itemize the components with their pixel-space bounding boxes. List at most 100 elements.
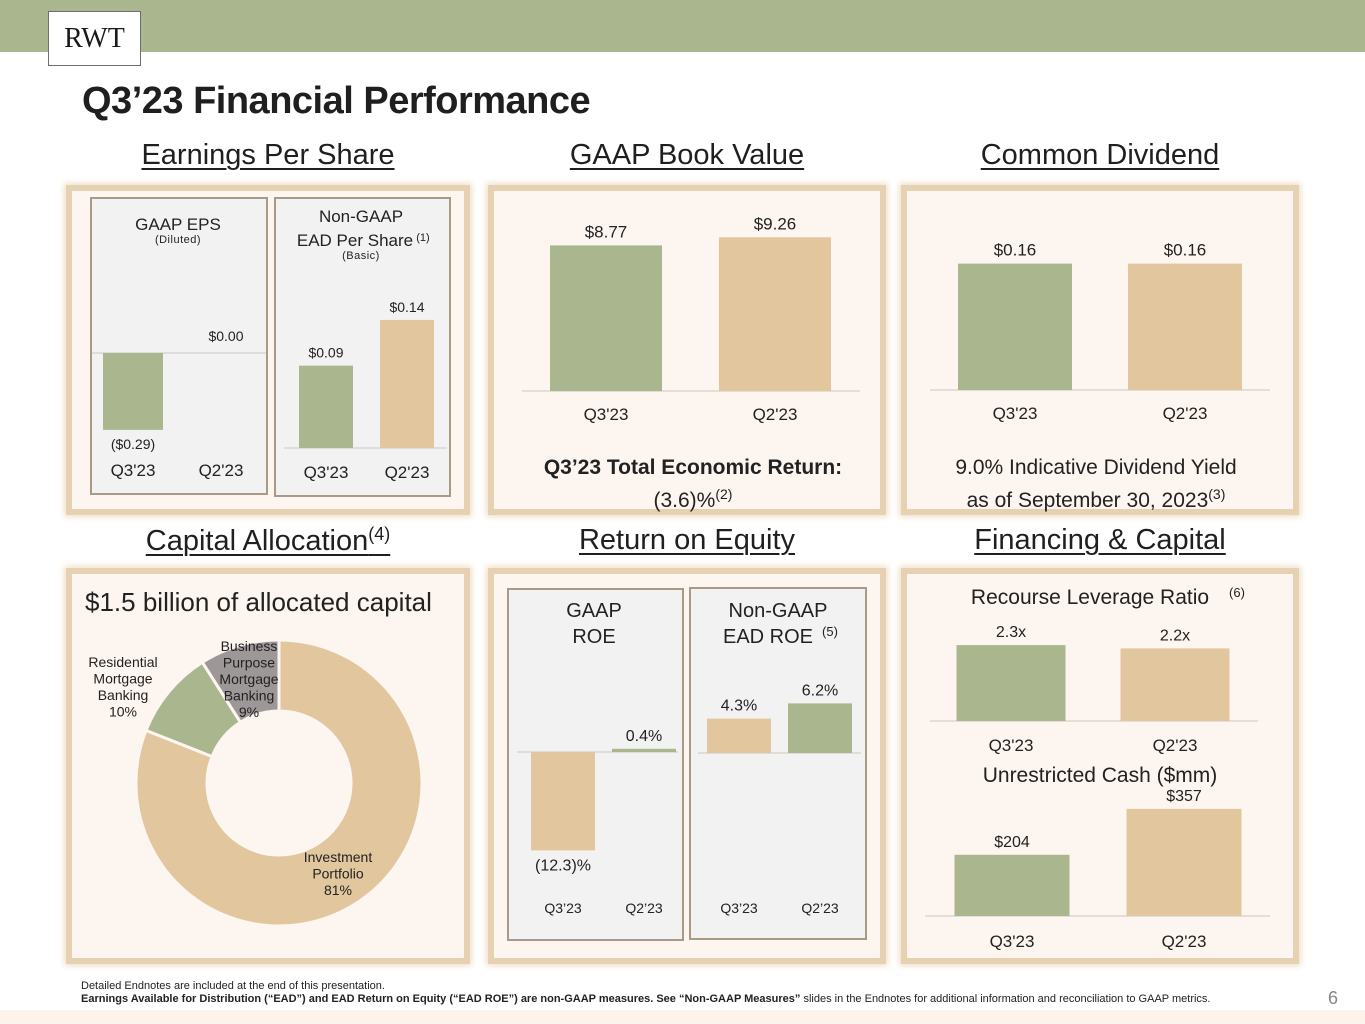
ead_roe-category-label-0: Q3’23: [720, 900, 758, 916]
page-number: 6: [1328, 988, 1339, 1008]
book_value-value-label-0: $8.77: [585, 222, 628, 241]
total-economic-return-caption: Q3’23 Total Economic Return: (3.6)%(2): [500, 454, 886, 514]
subpanel-ead-roe: [689, 587, 867, 940]
ter-note: (2): [715, 486, 733, 502]
dividend-yield-line1: 9.0% Indicative Dividend Yield: [955, 456, 1237, 479]
unrestricted_cash-category-label-0: Q3'23: [990, 932, 1035, 951]
ead_per_share-category-label-0: Q3'23: [304, 463, 349, 482]
recourse_leverage-category-label-0: Q3'23: [989, 736, 1034, 755]
donut-label-1-line-2: Banking: [98, 687, 149, 703]
ead_per_share-value-label-0: $0.09: [308, 345, 343, 361]
recourse_leverage-title-note: (6): [1229, 585, 1245, 600]
dividend-category-label-1: Q2'23: [1163, 404, 1208, 423]
ead_per_share-title-line2: EAD Per Share: [297, 231, 413, 250]
gaap_roe-category-label-1: Q2’23: [625, 900, 663, 916]
ead_per_share-title-note: (1): [416, 232, 429, 244]
gaap_eps-category-label-0: Q3'23: [111, 461, 156, 480]
recourse_leverage-value-label-0: 2.3x: [996, 624, 1026, 641]
unrestricted_cash-bar-0: [954, 854, 1070, 916]
dividend-yield-caption: 9.0% Indicative Dividend Yield as of Sep…: [901, 454, 1291, 514]
donut-label-2-line-1: Purpose: [223, 655, 275, 671]
recourse_leverage-category-label-1: Q2'23: [1153, 736, 1198, 755]
ter-value: (3.6)%: [653, 489, 716, 512]
unrestricted_cash-value-label-1: $357: [1166, 788, 1202, 805]
ead_roe-title-line1: Non-GAAP: [729, 600, 828, 622]
donut-label-0-line-2: 81%: [324, 882, 352, 898]
dividend-value-label-1: $0.16: [1164, 241, 1207, 260]
recourse_leverage-bar-1: [1120, 648, 1230, 721]
section-title-roe: Return on Equity: [578, 524, 795, 556]
gaap_eps-bar-0: [103, 353, 163, 430]
donut-label-1-line-3: 10%: [109, 704, 137, 720]
ead_per_share-subtitle: (Basic): [342, 250, 380, 262]
unrestricted_cash-value-label-0: $204: [994, 834, 1030, 851]
header-band: [0, 0, 1365, 52]
ead_per_share-category-label-1: Q2'23: [385, 463, 430, 482]
book_value-value-label-1: $9.26: [754, 214, 797, 233]
gaap_eps-subtitle: (Diluted): [155, 234, 201, 246]
section-title-financing: Financing & Capital: [974, 524, 1226, 556]
donut-label-1-line-0: Residential: [88, 654, 157, 670]
gaap_eps-title: GAAP EPS: [135, 215, 221, 234]
allocated-capital-headline: $1.5 billion of allocated capital: [85, 587, 432, 617]
gaap_roe-category-label-0: Q3’23: [544, 900, 582, 916]
ead_roe-category-label-1: Q2’23: [801, 900, 839, 916]
donut-label-2-line-2: Mortgage: [219, 671, 278, 687]
ead_per_share-bar-0: [299, 365, 353, 448]
recourse_leverage-value-label-1: 2.2x: [1160, 627, 1190, 644]
gaap_roe-value-label-0: (12.3)%: [535, 857, 591, 874]
gaap_roe-title-line2: ROE: [572, 626, 615, 648]
ead_roe-title-line2: EAD ROE: [723, 626, 813, 648]
gaap_roe-bar-1: [612, 748, 676, 752]
section-title-eps: Earnings Per Share: [141, 139, 395, 171]
page-title: Q3’23 Financial Performance: [82, 80, 591, 122]
donut-label-1-line-1: Mortgage: [93, 671, 152, 687]
company-logo: RWT: [48, 11, 141, 66]
book_value-category-label-1: Q2'23: [753, 405, 798, 424]
donut-slice-2: [200, 638, 281, 725]
subpanel-gaap-eps: [90, 197, 268, 495]
dividend-yield-note: (3): [1208, 486, 1226, 502]
ter-label: Q3’23 Total Economic Return:: [543, 456, 843, 479]
donut-label-0-line-0: Investment: [304, 849, 373, 865]
dividend-category-label-0: Q3'23: [993, 404, 1038, 423]
ead_roe-value-label-1: 6.2%: [802, 682, 838, 699]
capital-allocation-note: (4): [368, 524, 391, 544]
dividend-value-label-0: $0.16: [994, 241, 1037, 260]
ead_per_share-value-label-1: $0.14: [389, 299, 424, 315]
section-title-capital-allocation: Capital Allocation(4): [68, 524, 468, 558]
book_value-bar-0: [550, 245, 662, 391]
unrestricted_cash-category-label-1: Q2'23: [1162, 932, 1207, 951]
ead_roe-bar-1: [788, 703, 852, 753]
recourse_leverage-bar-0: [956, 645, 1066, 721]
ter-value-line: (3.6)%(2): [500, 481, 886, 514]
bottom-band: [0, 1010, 1365, 1024]
donut-label-0-line-1: Portfolio: [312, 866, 364, 882]
ead_per_share-bar-1: [380, 319, 434, 448]
dividend-bar-0: [958, 263, 1072, 390]
ead_roe-value-label-0: 4.3%: [721, 698, 757, 715]
footer-endnotes: Detailed Endnotes are included at the en…: [81, 980, 385, 992]
footer-rest-text: slides in the Endnotes for additional in…: [800, 993, 1211, 1005]
gaap_eps-value-label-0: ($0.29): [111, 436, 155, 452]
section-title-dividend: Common Dividend: [980, 139, 1220, 171]
capital-allocation-title-text: Capital Allocation: [145, 525, 369, 557]
ead_per_share-title-line1: Non-GAAP: [319, 207, 403, 226]
ead_roe-title-note: (5): [822, 624, 838, 639]
dividend-yield-date: as of September 30, 2023: [966, 489, 1209, 512]
gaap_eps-value-label-1: $0.00: [208, 328, 243, 344]
footer-non-gaap-note: Earnings Available for Distribution (“EA…: [81, 993, 1210, 1005]
gaap_eps-category-label-1: Q2'23: [199, 461, 244, 480]
book_value-bar-1: [719, 237, 831, 391]
unrestricted_cash-bar-1: [1126, 808, 1242, 916]
book_value-category-label-0: Q3'23: [584, 405, 629, 424]
dividend-bar-1: [1128, 263, 1242, 390]
donut-slice-0: [134, 638, 424, 928]
footer-bold-text: Earnings Available for Distribution (“EA…: [81, 993, 801, 1005]
section-title-book-value: GAAP Book Value: [569, 139, 805, 171]
gaap_roe-title-line1: GAAP: [566, 600, 622, 622]
gaap_roe-bar-0: [531, 752, 595, 851]
unrestricted_cash-title: Unrestricted Cash ($mm): [983, 764, 1218, 787]
donut-label-2-line-0: Business: [221, 638, 278, 654]
